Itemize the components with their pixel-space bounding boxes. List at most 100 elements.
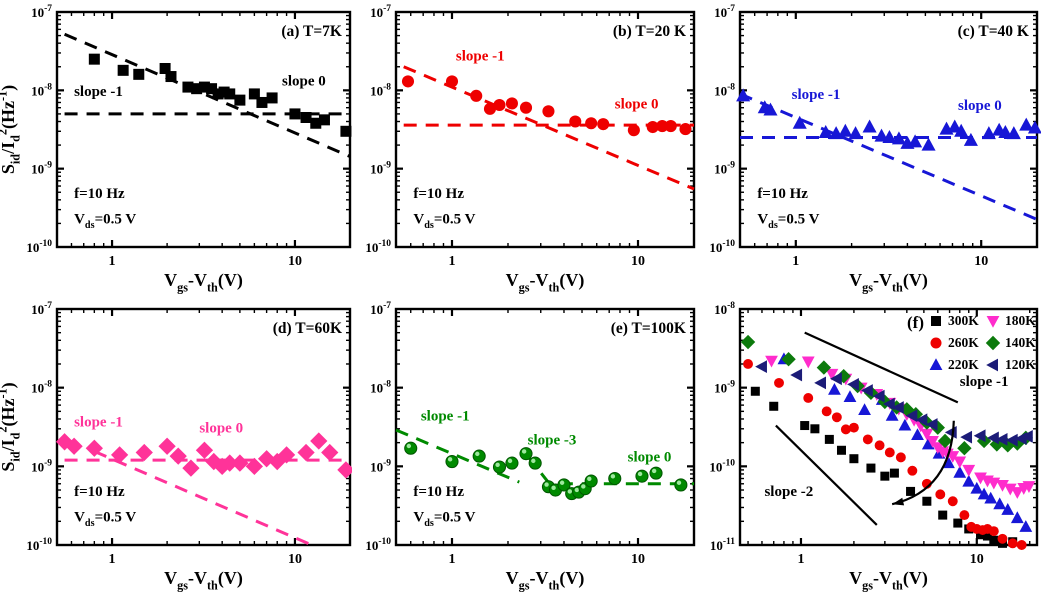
data-point — [959, 510, 970, 521]
sphere-highlight — [574, 487, 580, 493]
data-point — [803, 393, 814, 403]
panel-e-plot: 1 10 10-10 10-9 10-8 10-7 slope -1 slope -3 slop… — [365, 301, 696, 592]
data-point — [862, 119, 877, 133]
data-point — [245, 457, 264, 475]
panel-c-plot: 1 10 10-10 10-9 10-8 10-7 slope -1 slope 0 f=10 … — [709, 4, 1041, 294]
sphere-highlight — [507, 458, 513, 464]
annotation: slope 0 — [628, 450, 672, 466]
panel-f: 1 10 10-11 10-10 10-9 10-8 slope -1 slope -2 (f)… — [696, 297, 1041, 595]
plot-frame — [738, 307, 1039, 547]
panel-e: 1 10 10-10 10-9 10-8 10-7 slope -1 slope -3 slop… — [352, 297, 696, 595]
data-point — [963, 132, 978, 146]
data-point — [962, 464, 976, 477]
sphere-highlight — [567, 489, 573, 494]
data-point — [470, 89, 483, 102]
data-point — [584, 474, 598, 488]
annotation: Vds=0.5 V — [413, 509, 475, 529]
panel-b-plot: 1 10 10-10 10-9 10-8 10-7 slope -1 slope 0 f=10 … — [365, 4, 696, 294]
plot-frame — [55, 307, 352, 547]
data-point — [911, 428, 924, 441]
data-point — [947, 496, 958, 507]
data-point — [891, 131, 906, 145]
y-axis-title: Sid/Id2(Hz-1) — [0, 382, 22, 471]
sphere-highlight — [495, 462, 500, 468]
data-point — [318, 114, 330, 126]
series-e — [404, 441, 688, 501]
data-point — [1019, 520, 1033, 532]
data-point — [224, 88, 236, 100]
data-point — [1019, 117, 1034, 131]
slope--1-line — [63, 32, 351, 158]
trend-arrow — [891, 420, 955, 506]
annotation: slope -1 — [456, 49, 505, 65]
sphere-highlight — [544, 482, 549, 487]
x-tick-label: 1 — [448, 552, 455, 567]
data-point — [765, 355, 778, 368]
series-120K — [755, 360, 1033, 447]
300K-legend-marker — [931, 316, 941, 326]
panel-title: (f) — [907, 313, 924, 332]
data-point — [960, 430, 973, 444]
data-point — [921, 437, 935, 450]
series-d — [55, 432, 355, 479]
data-point — [953, 456, 967, 469]
data-point — [882, 397, 895, 411]
data-point — [774, 377, 784, 388]
data-point — [743, 359, 753, 369]
data-point — [848, 126, 863, 140]
annotation: slope -2 — [764, 484, 813, 500]
data-point — [182, 459, 200, 477]
data-point — [1016, 540, 1027, 550]
y-tick-label: 10-10 — [365, 537, 391, 553]
data-point — [843, 390, 857, 403]
x-axis-title: Vgs-Vth(V) — [849, 568, 928, 592]
data-point — [861, 384, 873, 397]
x-tick-label: 1 — [797, 552, 804, 567]
data-point — [828, 382, 841, 395]
x-tick-label: 10 — [970, 552, 984, 567]
panel-a: 1 10 10-10 10-9 10-8 10-7 slope -1 slope 0 f=10 … — [0, 0, 352, 297]
panel-a-plot: 1 10 10-10 10-9 10-8 10-7 slope -1 slope 0 f=10 … — [0, 4, 352, 294]
data-point — [750, 386, 760, 396]
data-point — [938, 510, 948, 520]
data-point — [962, 474, 976, 487]
sphere-highlight — [475, 451, 480, 457]
data-point — [830, 372, 842, 386]
legend: 300K 260K 220K 180K 140K 120K — [929, 313, 1036, 372]
data-point — [195, 441, 214, 459]
data-point — [445, 455, 459, 469]
data-point — [340, 125, 352, 137]
120K-legend-marker — [986, 358, 998, 372]
y-tick-label: 10-7 — [31, 4, 52, 20]
data-point — [165, 71, 177, 83]
data-point — [169, 447, 187, 465]
y-tick-label: 10-9 — [714, 161, 735, 177]
data-point — [1020, 430, 1033, 443]
data-point — [1022, 481, 1036, 493]
data-point — [954, 123, 969, 137]
data-point — [810, 424, 820, 434]
sphere-highlight — [447, 457, 453, 462]
series-a — [88, 53, 352, 137]
data-point — [836, 445, 846, 455]
data-point — [505, 456, 519, 470]
data-point — [989, 535, 999, 545]
trend-arrow-head — [892, 497, 905, 506]
data-point — [656, 119, 669, 133]
data-point — [935, 489, 946, 500]
x-axis-title: Vgs-Vth(V) — [164, 270, 243, 294]
data-point — [825, 368, 839, 381]
plot-frame — [394, 307, 696, 547]
data-point — [297, 443, 315, 462]
data-point — [158, 437, 176, 455]
annotation: f=10 Hz — [74, 186, 125, 202]
sphere-highlight — [551, 485, 556, 491]
annotation: slope -1 — [792, 87, 841, 103]
data-point — [736, 88, 751, 102]
data-point — [790, 368, 803, 382]
data-point — [221, 454, 239, 472]
data-point — [85, 439, 103, 457]
annotation: f=10 Hz — [74, 484, 125, 500]
data-point — [926, 435, 939, 448]
data-point — [191, 83, 203, 95]
